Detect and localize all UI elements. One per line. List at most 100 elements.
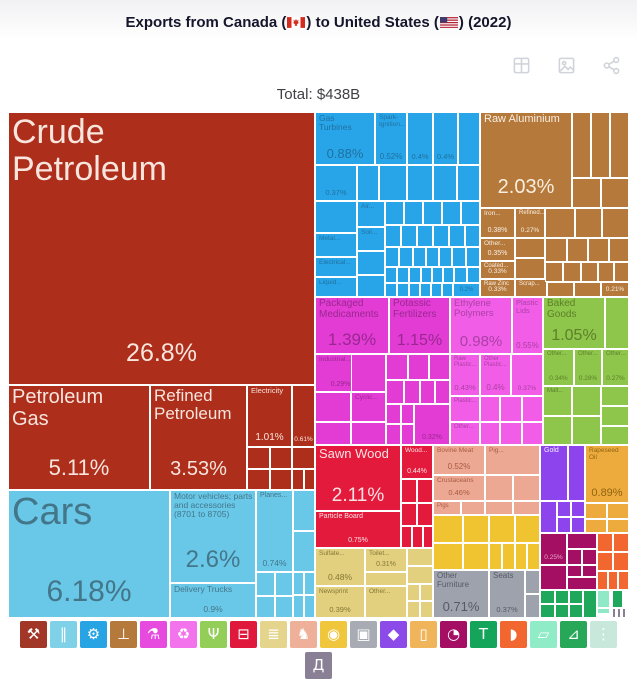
treemap-cell[interactable] xyxy=(612,590,623,608)
treemap-cell[interactable] xyxy=(386,380,404,404)
treemap-cell-iron[interactable]: Iron... 0.38% xyxy=(480,208,515,238)
treemap-cell[interactable] xyxy=(417,479,433,503)
treemap-cell[interactable] xyxy=(417,503,433,526)
treemap-cell[interactable] xyxy=(399,247,413,267)
treemap-cell[interactable] xyxy=(275,572,293,596)
treemap-cell[interactable] xyxy=(547,282,574,297)
treemap-cell[interactable] xyxy=(500,396,522,422)
treemap-cell[interactable] xyxy=(567,238,588,262)
treemap-cell[interactable] xyxy=(522,422,543,445)
treemap-cell[interactable] xyxy=(433,225,449,247)
treemap-cell[interactable] xyxy=(515,238,545,258)
treemap-cell[interactable] xyxy=(555,604,569,618)
treemap-cell-cyclic[interactable]: Cyclic... xyxy=(351,392,386,422)
treemap-cell[interactable] xyxy=(601,386,629,406)
treemap-cell-refined[interactable]: Refined... 0.27% xyxy=(515,208,545,238)
treemap-cell[interactable] xyxy=(385,201,404,225)
treemap-cell[interactable] xyxy=(540,501,557,533)
treemap-cell[interactable] xyxy=(545,262,563,282)
treemap-cell[interactable] xyxy=(293,572,304,595)
treemap-cell[interactable] xyxy=(247,447,270,469)
table-icon[interactable] xyxy=(512,56,531,75)
treemap-cell[interactable] xyxy=(404,201,423,225)
treemap-cell[interactable] xyxy=(543,416,572,445)
treemap-cell-other[interactable]: Other... xyxy=(365,586,407,618)
tshirt-icon[interactable]: T xyxy=(470,621,497,648)
treemap-cell[interactable] xyxy=(602,208,629,238)
treemap-cell[interactable] xyxy=(557,501,571,517)
treemap-cell[interactable] xyxy=(591,112,610,178)
pig-icon[interactable]: ♞ xyxy=(290,621,317,648)
treemap-cell-petroleum[interactable]: Petroleum Gas 5.11% xyxy=(8,385,150,490)
treemap-cell[interactable]: 0.61% xyxy=(292,385,315,447)
treemap-cell-scrap[interactable]: Scrap... xyxy=(515,279,547,297)
treemap-cell[interactable] xyxy=(407,165,433,201)
hide-icon[interactable]: ▱ xyxy=(530,621,557,648)
treemap-cell[interactable] xyxy=(613,552,629,571)
treemap-cell[interactable] xyxy=(457,165,480,201)
treemap-cell[interactable] xyxy=(458,112,480,165)
treemap-cell[interactable] xyxy=(489,515,515,543)
treemap-cell[interactable] xyxy=(485,501,513,515)
treemap-cell[interactable] xyxy=(567,549,582,565)
treemap-cell-soil[interactable]: Soil... xyxy=(357,227,385,251)
treemap-cell[interactable] xyxy=(598,262,614,282)
treemap-cell[interactable] xyxy=(569,590,583,604)
treemap-cell[interactable] xyxy=(597,608,610,614)
cube-icon[interactable]: ▣ xyxy=(350,621,377,648)
treemap-cell[interactable] xyxy=(315,422,351,445)
treemap-cell[interactable] xyxy=(454,267,467,283)
wheat-icon[interactable]: Ψ xyxy=(200,621,227,648)
treemap-cell[interactable] xyxy=(315,201,357,233)
treemap-cell-liquid[interactable]: Liquid... xyxy=(315,277,357,297)
treemap-cell[interactable] xyxy=(567,565,582,577)
road-icon[interactable]: ∥ xyxy=(50,621,77,648)
treemap-cell[interactable] xyxy=(582,565,597,577)
treemap-cell[interactable] xyxy=(270,447,292,469)
treemap-cell[interactable] xyxy=(452,247,466,267)
treemap-cell[interactable] xyxy=(465,225,480,247)
treemap-cell-other[interactable]: Other... 0.27% xyxy=(602,349,629,386)
easel-icon[interactable]: Д xyxy=(305,652,332,679)
treemap-cell[interactable] xyxy=(461,201,480,225)
treemap-cell[interactable] xyxy=(485,475,513,501)
treemap-cell[interactable] xyxy=(467,267,480,283)
treemap-cell[interactable] xyxy=(315,392,351,422)
treemap-cell[interactable] xyxy=(607,503,629,519)
treemap-cell[interactable]: 0.37% xyxy=(511,354,543,396)
treemap-cell-other[interactable]: Other... 0.34% xyxy=(543,349,574,386)
treemap-cell[interactable] xyxy=(385,267,397,283)
treemap-cell[interactable] xyxy=(275,596,293,618)
treemap-cell[interactable] xyxy=(588,238,609,262)
gear-icon[interactable]: ⚙ xyxy=(80,621,107,648)
treemap-cell[interactable] xyxy=(557,517,571,533)
treemap-cell[interactable] xyxy=(572,178,601,208)
treemap-cell[interactable] xyxy=(540,590,555,604)
treemap-cell[interactable] xyxy=(401,424,414,445)
treemap-cell[interactable] xyxy=(540,604,555,618)
treemap-cell[interactable] xyxy=(256,572,275,596)
treemap-cell[interactable] xyxy=(357,251,385,275)
treemap-cell[interactable] xyxy=(293,531,315,572)
treemap-cell[interactable] xyxy=(597,590,610,608)
treemap-cell[interactable] xyxy=(513,501,540,515)
treemap-cell[interactable] xyxy=(581,262,598,282)
shoe-icon[interactable]: ⊿ xyxy=(560,621,587,648)
treemap-cell-gold[interactable]: Gold xyxy=(540,445,568,501)
treemap-cell-raw[interactable]: Raw Zinc 0.33% xyxy=(480,279,515,297)
treemap-cell[interactable] xyxy=(617,608,621,618)
bullets-icon[interactable]: ⋮ xyxy=(590,621,617,648)
treemap-cell[interactable]: 0.4% xyxy=(433,112,458,165)
treemap-cell[interactable] xyxy=(386,424,401,445)
treemap-cell[interactable] xyxy=(420,283,431,297)
treemap-cell[interactable] xyxy=(407,566,433,584)
gauge-icon[interactable]: ◔ xyxy=(440,621,467,648)
treemap-cell-sulfate[interactable]: Sulfate... 0.48% xyxy=(315,548,365,586)
treemap-cell[interactable] xyxy=(461,501,485,515)
treemap-cell[interactable] xyxy=(256,596,275,618)
treemap-cell[interactable] xyxy=(522,396,543,422)
treemap-cell-electricity[interactable]: Electricity 1.01% xyxy=(247,385,292,447)
treemap-cell[interactable] xyxy=(463,515,489,543)
treemap-cell[interactable] xyxy=(386,404,401,424)
treemap-cell[interactable] xyxy=(401,479,417,503)
